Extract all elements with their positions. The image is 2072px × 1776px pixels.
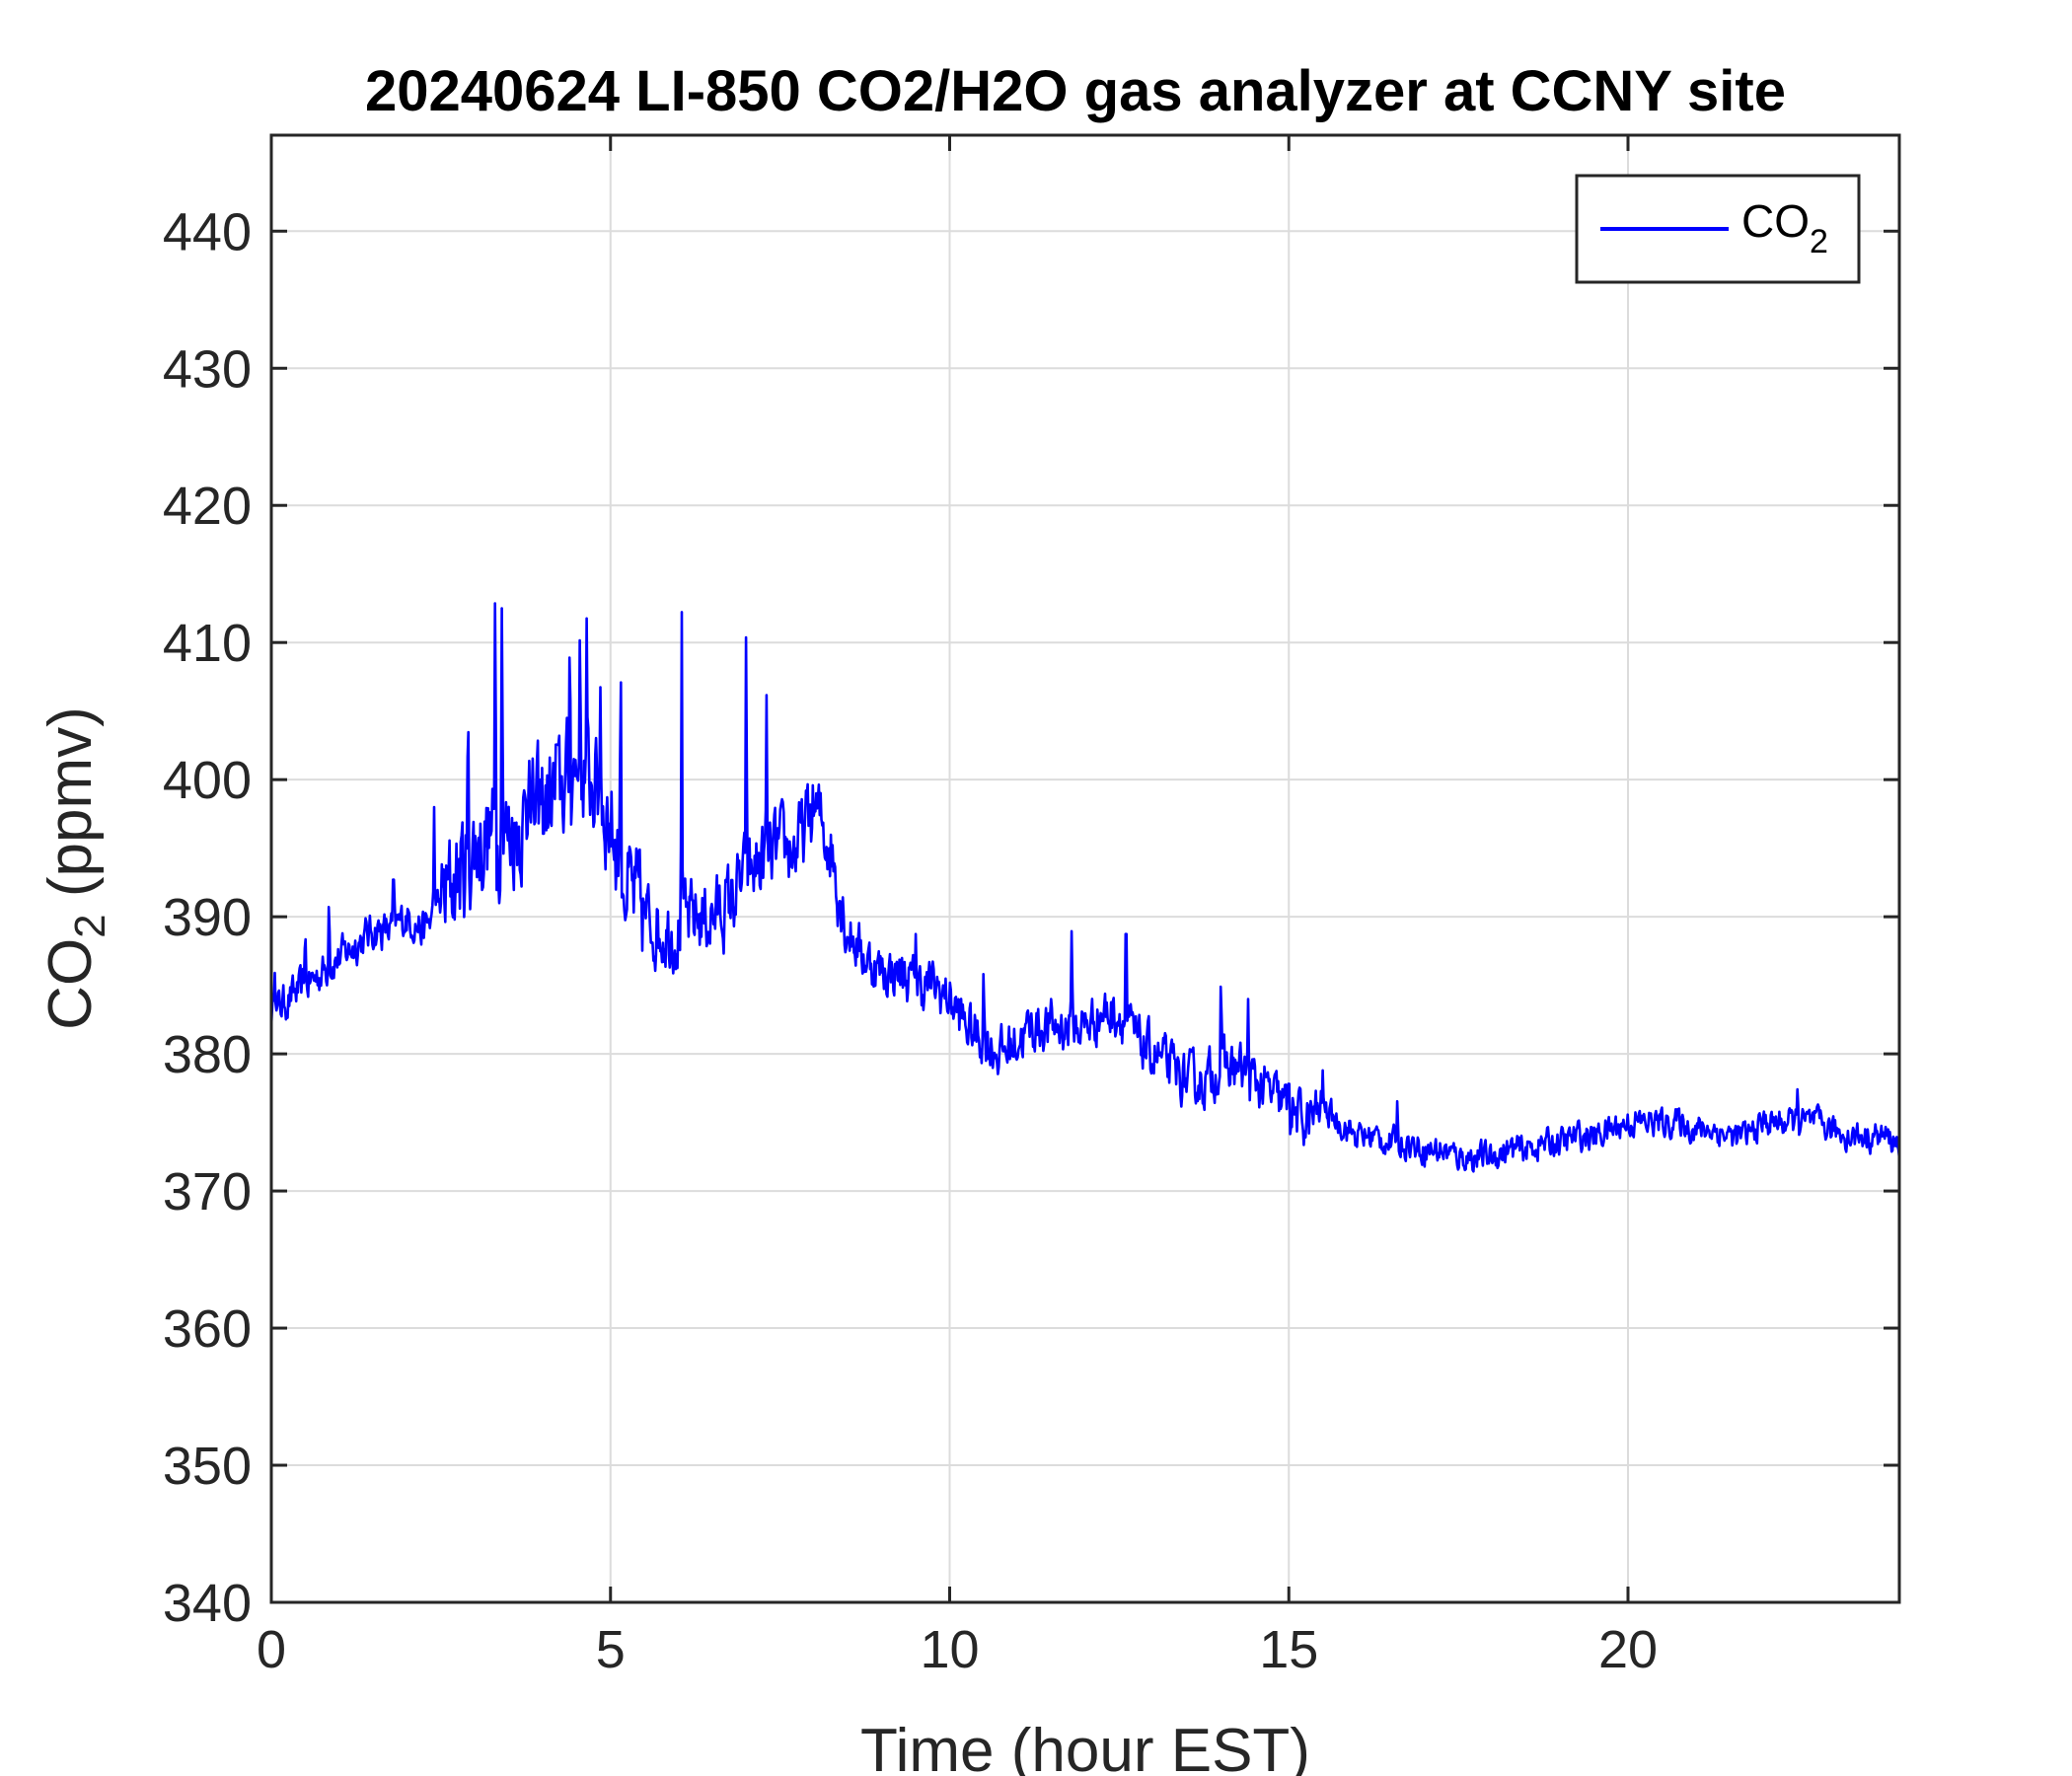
- axes-box: [269, 133, 1901, 1604]
- grid-lines: [270, 135, 1899, 1603]
- x-tick-label: 15: [1259, 1620, 1318, 1679]
- y-tick-label: 440: [163, 202, 252, 261]
- x-tick-label: 0: [257, 1620, 286, 1679]
- y-tick-label: 410: [163, 614, 252, 673]
- y-axis-label: CO2 (ppmv): [37, 706, 114, 1030]
- y-tick-labels: 340 350 360 370 380 390 400 410 420 430 440: [163, 202, 252, 1633]
- y-tick-label: 390: [163, 888, 252, 947]
- y-tick-label: 420: [163, 477, 252, 536]
- legend-label-main: CO: [1741, 195, 1810, 247]
- legend-label-co2: CO2: [1741, 195, 1828, 260]
- plot-area: [271, 135, 1899, 1602]
- y-tick-label: 350: [163, 1437, 252, 1496]
- x-tick-label: 5: [596, 1620, 626, 1679]
- y-tick-label: 340: [163, 1574, 252, 1633]
- y-tick-label: 360: [163, 1299, 252, 1359]
- x-axis-label: Time (hour EST): [860, 1717, 1310, 1776]
- x-tick-labels: 0 5 10 15 20: [257, 1620, 1658, 1679]
- y-axis-label-main: CO: [37, 938, 105, 1030]
- tick-marks: [269, 135, 1899, 1604]
- y-tick-label: 380: [163, 1025, 252, 1084]
- y-tick-label: 400: [163, 751, 252, 810]
- legend: CO2: [1575, 174, 1861, 284]
- legend-label-subscript: 2: [1810, 223, 1828, 260]
- y-axis-label-subscript: 2: [66, 914, 114, 937]
- series-layer: [269, 602, 1901, 1173]
- chart-title: 20240624 LI-850 CO2/H2O gas analyzer at …: [365, 59, 1786, 123]
- x-tick-label: 10: [920, 1620, 979, 1679]
- y-tick-label: 370: [163, 1162, 252, 1221]
- y-axis-label-suffix: (ppmv): [37, 706, 105, 914]
- x-tick-label: 20: [1598, 1620, 1658, 1679]
- y-tick-label: 430: [163, 339, 252, 399]
- co2-series-line: [269, 602, 1901, 1173]
